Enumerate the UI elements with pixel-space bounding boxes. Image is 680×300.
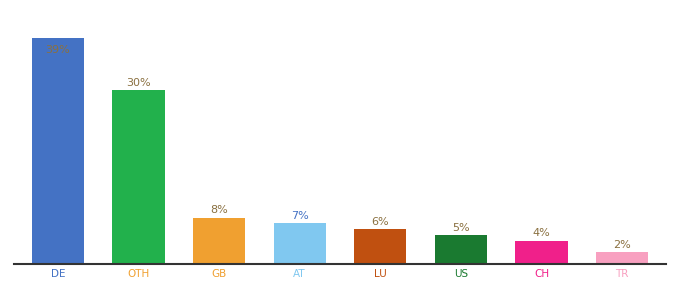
Bar: [515, 241, 568, 264]
Bar: [112, 90, 165, 264]
Text: 8%: 8%: [210, 205, 228, 215]
Bar: [354, 229, 407, 264]
Bar: [596, 252, 648, 264]
Text: 4%: 4%: [532, 229, 550, 238]
Text: 5%: 5%: [452, 223, 470, 233]
Text: 39%: 39%: [46, 45, 70, 55]
Bar: [435, 235, 487, 264]
Text: 6%: 6%: [371, 217, 389, 227]
Text: 2%: 2%: [613, 240, 631, 250]
Bar: [193, 218, 245, 264]
Bar: [32, 38, 84, 264]
Text: 7%: 7%: [291, 211, 309, 221]
Text: 30%: 30%: [126, 78, 151, 88]
Bar: [273, 224, 326, 264]
